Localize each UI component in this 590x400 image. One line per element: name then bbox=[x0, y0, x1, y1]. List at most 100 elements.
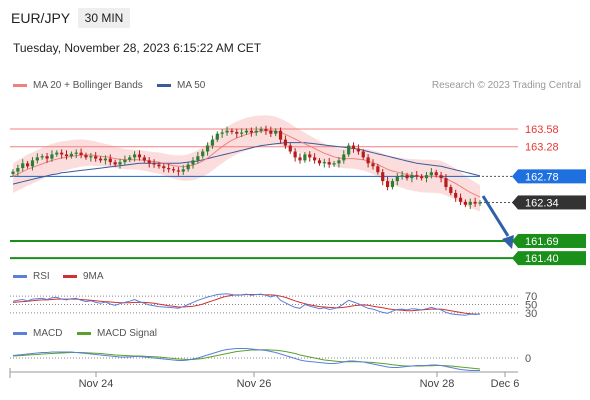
level-label-5: 161.40 bbox=[525, 253, 559, 265]
candle bbox=[108, 158, 112, 163]
candle bbox=[327, 162, 331, 165]
ma20-legend: MA 20 + Bollinger Bands bbox=[13, 80, 143, 91]
candle bbox=[240, 132, 244, 134]
candle bbox=[303, 154, 307, 161]
candle bbox=[55, 152, 59, 155]
candle bbox=[468, 201, 472, 205]
timeframe-badge[interactable]: 30 MIN bbox=[78, 8, 130, 28]
candle bbox=[366, 157, 370, 164]
rsi-line bbox=[12, 293, 481, 316]
candle bbox=[205, 145, 210, 152]
forecast-arrow-head bbox=[502, 235, 514, 249]
candle bbox=[69, 153, 73, 157]
candle bbox=[89, 156, 93, 158]
rsi-ma-swatch bbox=[63, 274, 77, 278]
rsi-swatch bbox=[13, 274, 27, 278]
candle bbox=[21, 163, 25, 169]
candle bbox=[157, 164, 161, 167]
level-label-2: 162.78 bbox=[525, 171, 559, 183]
macd-signal-legend: MACD Signal bbox=[77, 328, 157, 339]
candle bbox=[118, 162, 122, 165]
candle bbox=[473, 201, 477, 204]
rsi-legend: RSI bbox=[13, 271, 50, 282]
candle bbox=[220, 132, 224, 134]
candle bbox=[381, 172, 385, 182]
ma50-legend: MA 50 bbox=[157, 80, 205, 91]
candle bbox=[332, 163, 336, 165]
candle bbox=[385, 181, 390, 188]
candle bbox=[463, 201, 468, 205]
candle bbox=[94, 156, 98, 159]
ma20-swatch bbox=[13, 83, 27, 87]
candle bbox=[128, 157, 132, 160]
candle bbox=[337, 160, 341, 164]
candle bbox=[84, 155, 88, 158]
rsi-ma-legend: 9MA bbox=[63, 271, 104, 282]
x-tick-label: Nov 28 bbox=[420, 378, 455, 390]
candle bbox=[45, 156, 49, 159]
candle bbox=[244, 130, 249, 133]
candle bbox=[298, 157, 302, 161]
candle bbox=[278, 130, 283, 140]
candle bbox=[191, 160, 195, 165]
candle bbox=[79, 152, 83, 156]
rsi-ma-legend-label: 9MA bbox=[83, 271, 104, 282]
candle bbox=[98, 158, 103, 161]
research-credit: Research © 2023 Trading Central bbox=[431, 80, 581, 91]
candle bbox=[171, 169, 176, 171]
symbol-label: EUR/JPY bbox=[11, 10, 71, 26]
macd-legend: MACD bbox=[13, 328, 62, 339]
candle bbox=[444, 178, 448, 188]
x-tick-label: Dec 6 bbox=[491, 378, 520, 390]
macd-signal-swatch bbox=[77, 331, 91, 335]
candle bbox=[439, 175, 443, 179]
level-tag-2 bbox=[518, 169, 586, 184]
header: EUR/JPY 30 MIN bbox=[0, 0, 590, 34]
level-tag-arrow-5 bbox=[512, 251, 518, 266]
rsi-tick-label: 50 bbox=[525, 300, 537, 312]
macd-swatch bbox=[13, 331, 27, 335]
candle bbox=[35, 157, 39, 161]
candle bbox=[30, 160, 35, 167]
candle bbox=[147, 160, 151, 164]
candle bbox=[186, 164, 190, 170]
candle bbox=[317, 160, 322, 164]
candle bbox=[176, 170, 180, 172]
candle bbox=[103, 158, 108, 161]
level-label-0: 163.58 bbox=[525, 124, 559, 136]
candle bbox=[152, 163, 156, 165]
ma50-legend-label: MA 50 bbox=[177, 80, 206, 91]
macd-line bbox=[12, 348, 480, 371]
candle bbox=[269, 130, 273, 134]
candle bbox=[123, 159, 127, 163]
datetime-label: Tuesday, November 28, 2023 6:15:22 AM CE… bbox=[13, 41, 262, 55]
candle bbox=[405, 175, 409, 179]
candle bbox=[215, 133, 219, 140]
candle bbox=[429, 172, 433, 176]
candle bbox=[113, 162, 117, 165]
x-tick-label: Nov 24 bbox=[79, 378, 114, 390]
candle bbox=[390, 181, 395, 188]
candle bbox=[283, 139, 288, 146]
candle bbox=[274, 130, 278, 134]
candle bbox=[225, 130, 229, 133]
level-tag-arrow-4 bbox=[512, 233, 518, 248]
candle bbox=[308, 154, 312, 158]
level-label-4: 161.69 bbox=[525, 236, 559, 248]
candle bbox=[181, 169, 185, 172]
candle bbox=[415, 175, 419, 177]
candle bbox=[196, 156, 200, 161]
candle bbox=[137, 154, 142, 158]
candle bbox=[347, 145, 351, 155]
candle bbox=[376, 166, 380, 173]
candle bbox=[400, 175, 404, 177]
candle bbox=[11, 171, 15, 174]
candle bbox=[74, 152, 78, 154]
forecast-arrow-line bbox=[481, 195, 510, 237]
ma50-swatch bbox=[157, 83, 171, 87]
candle bbox=[259, 128, 263, 131]
level-tag-arrow-3 bbox=[512, 195, 518, 210]
candle bbox=[142, 157, 146, 161]
macd-zero-label: 0 bbox=[525, 353, 531, 365]
